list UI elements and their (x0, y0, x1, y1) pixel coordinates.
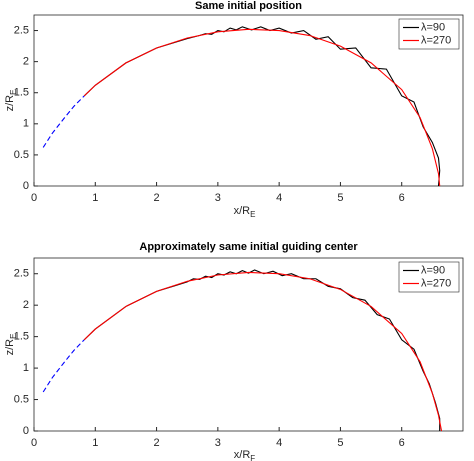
x-tick-label: 4 (276, 192, 282, 204)
legend-label: λ=270 (421, 277, 451, 289)
legend-box (398, 18, 460, 50)
series-line (42, 339, 85, 393)
y-axis-label-main: z/R (4, 95, 16, 112)
y-tick-label: 1 (23, 362, 29, 374)
x-tick-label: 6 (399, 437, 405, 449)
plot-area (33, 14, 464, 187)
x-tick-label: 0 (31, 437, 37, 449)
series-line (42, 95, 85, 148)
x-tick-label: 0 (31, 192, 37, 204)
y-tick-label: 1.5 (14, 87, 29, 99)
legend-label: λ=270 (421, 34, 451, 46)
x-axis-label: x/RF (234, 449, 256, 461)
series-line (83, 28, 441, 187)
x-tick-label: 4 (276, 437, 282, 449)
x-axis-label-sub: F (250, 454, 255, 461)
y-tick-label: 0 (23, 425, 29, 437)
subplot: Approximately same initial guiding cente… (4, 241, 464, 461)
y-axis-label-sub: E (9, 90, 18, 95)
x-tick-label: 5 (337, 437, 343, 449)
chart-title: Approximately same initial guiding cente… (139, 241, 358, 253)
y-axis-label-main: z/R (4, 339, 16, 356)
y-axis-label: z/RE (4, 90, 18, 112)
legend-label: λ=90 (421, 264, 445, 276)
series-line (83, 271, 443, 432)
x-tick-label: 2 (154, 437, 160, 449)
y-tick-label: 0.5 (14, 149, 29, 161)
y-tick-label: 0.5 (14, 393, 29, 405)
x-tick-label: 3 (215, 192, 221, 204)
x-tick-label: 1 (92, 192, 98, 204)
y-tick-label: 0 (23, 180, 29, 192)
y-axis-label: z/RE (4, 334, 18, 356)
y-tick-label: 1 (23, 118, 29, 130)
y-tick-label: 2.5 (14, 24, 29, 36)
x-tick-label: 5 (337, 192, 343, 204)
subplot: Same initial position 0 1 2 3 4 5 6 0 0.5 1 1.5 2 2.5… (4, 0, 464, 219)
x-axis-label-main: x/R (234, 205, 251, 217)
series-line (83, 269, 441, 431)
x-axis-label: x/RE (234, 205, 256, 219)
y-tick-label: 1.5 (14, 331, 29, 343)
legend-label: λ=90 (421, 21, 445, 33)
x-tick-label: 3 (215, 437, 221, 449)
y-tick-label: 2 (23, 299, 29, 311)
legend-box (398, 261, 460, 293)
y-axis-label-sub: E (9, 334, 18, 339)
x-axis-label-main: x/R (234, 449, 251, 461)
plot-area (33, 257, 464, 432)
x-tick-label: 2 (154, 192, 160, 204)
y-tick-label: 2.5 (14, 268, 29, 280)
x-tick-label: 1 (92, 437, 98, 449)
x-axis-label-sub: E (250, 210, 255, 219)
chart-title: Same initial position (195, 0, 302, 12)
y-tick-label: 2 (23, 56, 29, 68)
x-tick-label: 6 (399, 192, 405, 204)
